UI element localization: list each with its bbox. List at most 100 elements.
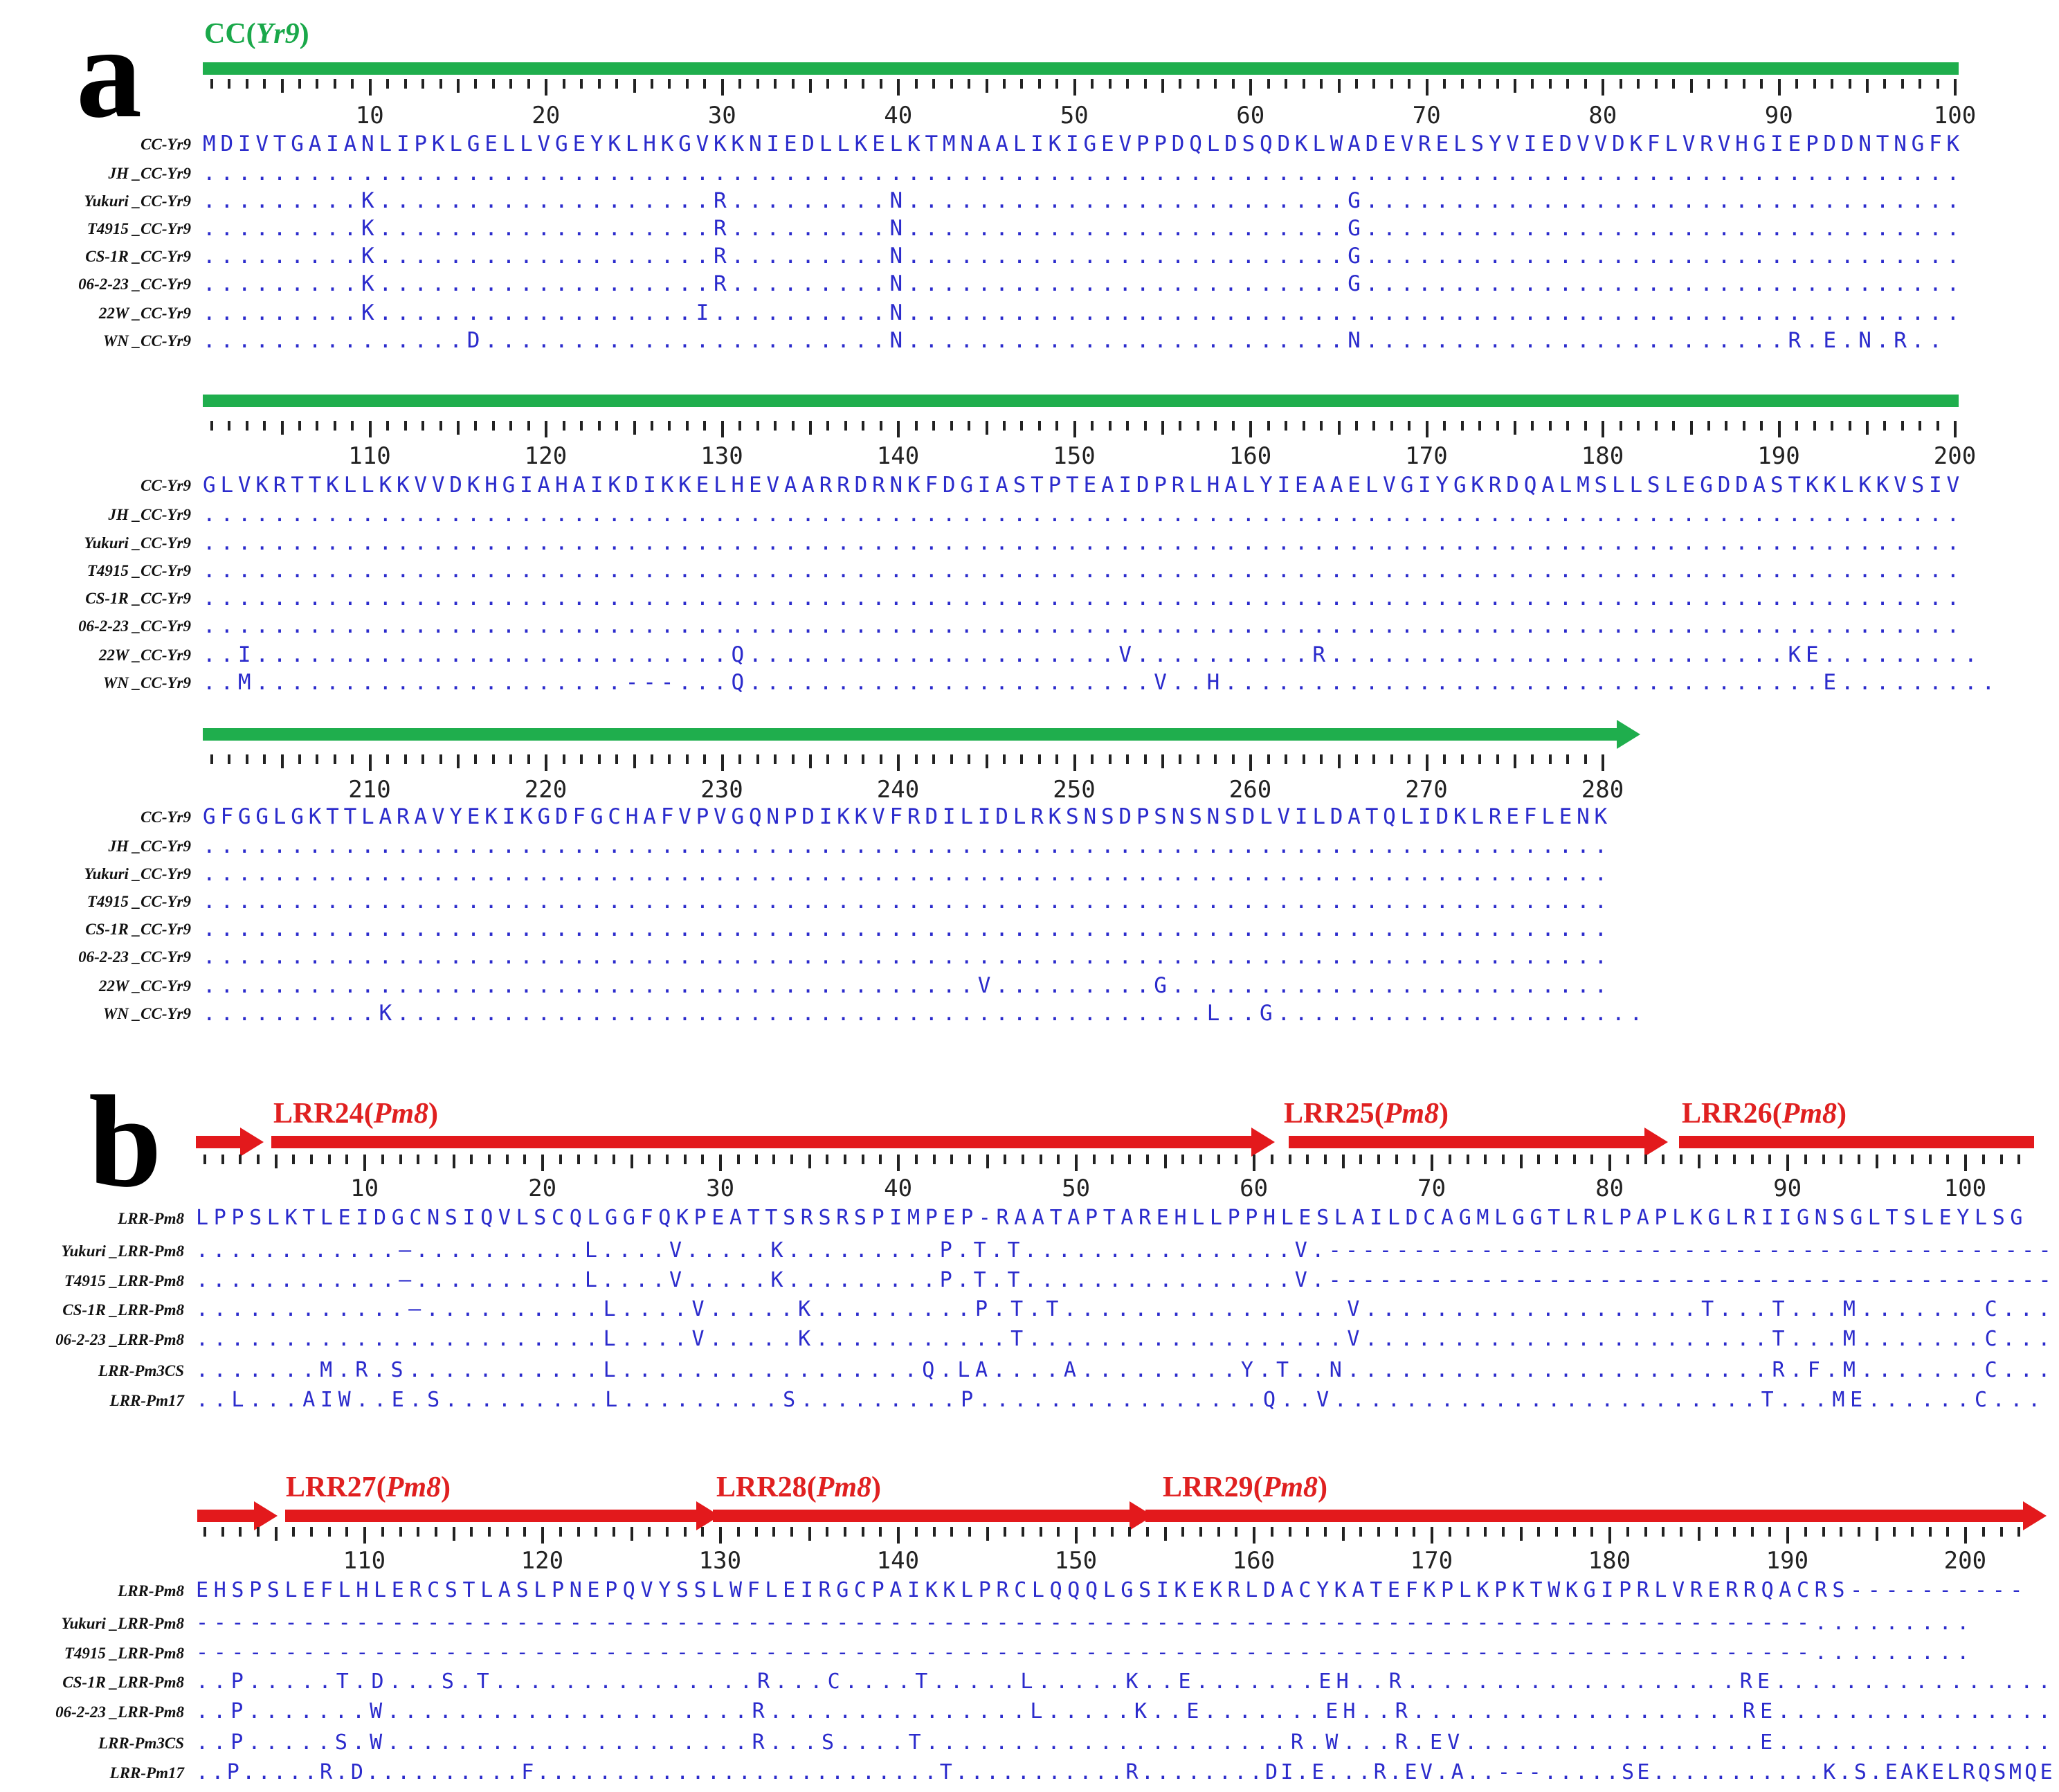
sequence-label: JH _CC-Yr9 — [108, 506, 191, 523]
ruler-tick — [772, 1155, 776, 1164]
ruler-tick — [399, 1527, 402, 1537]
position-number: 130 — [700, 442, 743, 470]
sequence-label: LRR-Pm8 — [118, 1582, 184, 1600]
ruler-tick — [1390, 754, 1393, 764]
sequence-row: MDIVTGAIANLIPKLGELLVGEYKLHKGVKKNIEDLLKEL… — [203, 132, 1964, 156]
ruler-tick — [790, 1527, 793, 1537]
ruler-tick — [1055, 754, 1059, 764]
ruler-tick — [1715, 1527, 1718, 1537]
ruler-tick — [1390, 79, 1393, 89]
ruler-tick — [720, 754, 724, 771]
ruler-tick — [1002, 754, 1006, 764]
position-number: 50 — [1060, 102, 1089, 129]
ruler-tick — [826, 421, 830, 431]
ruler-tick — [1644, 1155, 1647, 1164]
ruler-tick — [1354, 421, 1358, 431]
ruler-tick — [809, 754, 813, 768]
ruler-tick — [256, 1527, 260, 1537]
sequence-row: ............—..........L....V.....K.....… — [196, 1238, 2056, 1262]
ruler-tick — [310, 1155, 314, 1164]
ruler-tick — [1981, 1155, 1985, 1164]
ruler-tick — [1270, 1527, 1273, 1537]
ruler-tick — [1768, 1527, 1772, 1537]
ruler-tick — [1267, 754, 1270, 764]
ruler-tick — [950, 1155, 954, 1164]
ruler-tick — [1413, 1155, 1416, 1164]
ruler-tick — [228, 421, 231, 431]
ruler-tick — [826, 1527, 829, 1537]
lrr29-label: LRR29(Pm8) — [1163, 1472, 1328, 1503]
ruler-tick — [545, 79, 548, 96]
position-number: 90 — [1764, 102, 1793, 129]
ruler-tick — [345, 1155, 349, 1164]
ruler-tick — [203, 1155, 206, 1164]
ruler-tick — [274, 1527, 278, 1541]
position-number: 80 — [1588, 102, 1617, 129]
ruler-tick — [985, 754, 988, 768]
position-ruler-b1 — [196, 1155, 2033, 1171]
sequence-label: CC-Yr9 — [140, 136, 191, 153]
ruler-tick — [683, 1527, 687, 1537]
ruler-tick — [1848, 421, 1851, 431]
ruler-tick — [736, 1527, 740, 1537]
sequence-row: .........K...................R.........N… — [203, 271, 1964, 296]
ruler-tick — [1725, 421, 1728, 431]
sequence-row: ........................................… — [203, 889, 1612, 914]
ruler-tick — [1143, 79, 1147, 89]
ruler-tick — [986, 1155, 989, 1168]
ruler-tick — [333, 754, 336, 764]
position-number: 40 — [884, 102, 913, 129]
ruler-tick — [808, 1155, 811, 1168]
position-number: 270 — [1405, 776, 1448, 804]
sequence-label: LRR-Pm3CS — [98, 1735, 184, 1752]
position-number: 50 — [1062, 1175, 1091, 1202]
ruler-tick — [1306, 1155, 1309, 1164]
ruler-tick — [1883, 79, 1887, 89]
ruler-tick — [1919, 421, 1922, 431]
ruler-tick — [580, 421, 583, 431]
position-number: 160 — [1232, 1547, 1276, 1575]
ruler-tick — [491, 79, 495, 89]
ruler-tick — [1548, 754, 1552, 764]
sequence-label: T4915 _CC-Yr9 — [87, 220, 191, 237]
ruler-tick — [1196, 754, 1199, 764]
ruler-tick — [968, 79, 971, 89]
ruler-tick — [434, 1527, 437, 1537]
ruler-tick — [630, 1155, 633, 1168]
ruler-tick — [1037, 421, 1041, 431]
position-number: 130 — [698, 1547, 742, 1575]
ruler-tick — [1110, 1155, 1114, 1164]
ruler-tick — [701, 1155, 705, 1164]
ruler-tick — [1981, 1527, 1985, 1537]
position-number: 40 — [884, 1175, 913, 1202]
ruler-tick — [559, 1155, 562, 1164]
ruler-tick — [1928, 1527, 1932, 1537]
ruler-tick — [738, 421, 742, 431]
ruler-tick — [1285, 79, 1288, 89]
sequence-row: ........................................… — [203, 833, 1612, 858]
ruler-tick — [541, 1155, 545, 1171]
ruler-tick — [720, 79, 724, 96]
ruler-tick — [399, 1155, 402, 1164]
ruler-tick — [1893, 1155, 1896, 1164]
ruler-tick — [1270, 1155, 1273, 1164]
sequence-row: ........................................… — [203, 861, 1612, 886]
ruler-tick — [1073, 79, 1076, 96]
lrr23-bar — [196, 1136, 242, 1148]
ruler-tick — [333, 421, 336, 431]
ruler-tick — [1285, 754, 1288, 764]
ruler-tick — [1460, 79, 1464, 89]
ruler-tick — [1999, 1527, 2003, 1537]
ruler-tick — [844, 1527, 847, 1537]
ruler-tick — [1883, 421, 1887, 431]
ruler-tick — [612, 1527, 615, 1537]
ruler-tick — [403, 754, 407, 764]
ruler-tick — [1760, 421, 1763, 431]
ruler-tick — [1608, 1527, 1612, 1544]
ruler-tick — [1768, 1155, 1772, 1164]
lrr27-label: LRR27(Pm8) — [286, 1472, 451, 1503]
ruler-tick — [292, 1155, 296, 1164]
lrr23-arrowhead — [240, 1128, 264, 1157]
ruler-tick — [1055, 421, 1059, 431]
sequence-label: CS-1R _LRR-Pm8 — [62, 1301, 184, 1319]
